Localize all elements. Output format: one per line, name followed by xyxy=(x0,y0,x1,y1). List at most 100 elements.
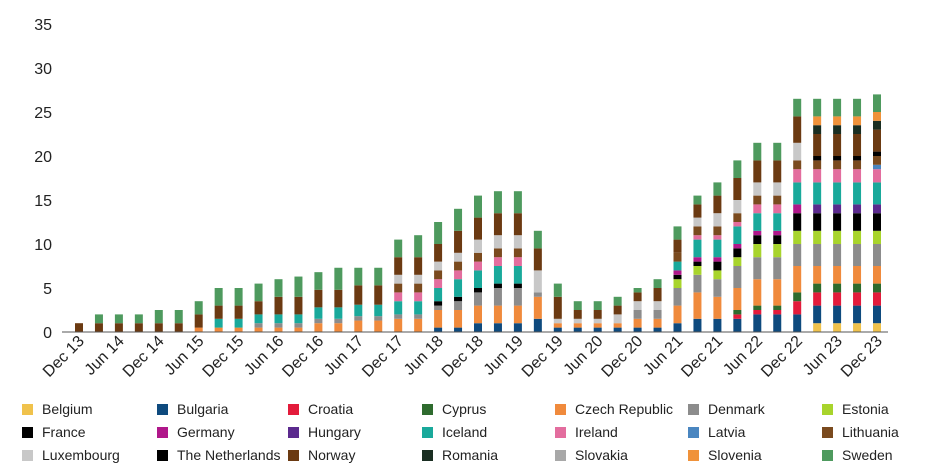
bar-segment xyxy=(853,116,862,126)
x-tick-label: Jun 20 xyxy=(561,333,607,379)
bar-segment xyxy=(673,288,682,306)
bar-segment xyxy=(214,288,223,306)
bar-segment xyxy=(733,222,742,227)
bar-segment xyxy=(513,323,522,332)
legend-item: Czech Republic xyxy=(555,398,673,420)
bar-segment xyxy=(693,266,702,275)
legend-label: Croatia xyxy=(308,401,354,417)
bar-segment xyxy=(853,134,862,156)
bar-segment xyxy=(673,323,682,332)
bar-segment xyxy=(793,244,802,266)
legend-swatch xyxy=(288,426,299,438)
bar-segment xyxy=(793,230,802,244)
bar-segment xyxy=(334,267,343,290)
legend-item: Luxembourg xyxy=(22,444,120,466)
bar-segment xyxy=(793,98,802,117)
bar-segment xyxy=(873,266,881,284)
legend-item: Ireland xyxy=(555,421,618,443)
bar-segment xyxy=(374,267,383,286)
bar-segment xyxy=(474,305,482,324)
legend-item: Bulgaria xyxy=(157,398,228,420)
bar-segment xyxy=(593,301,602,310)
bar-segment xyxy=(733,213,742,222)
bar-segment xyxy=(274,314,283,324)
bar-segment xyxy=(474,323,482,332)
bar-segment xyxy=(454,310,463,328)
legend-swatch xyxy=(157,426,168,438)
x-tick-label: Dec 18 xyxy=(439,333,487,381)
x-tick-label: Dec 15 xyxy=(200,333,248,381)
bar-segment xyxy=(833,156,842,161)
legend-label: Czech Republic xyxy=(575,401,674,417)
x-tick-label: Dec 16 xyxy=(279,333,327,381)
bar-segment xyxy=(653,288,662,302)
legend-item: Belgium xyxy=(22,398,93,420)
bar-segment xyxy=(533,296,542,319)
bar-segment xyxy=(533,230,542,249)
bar-segment xyxy=(394,283,403,293)
bar-segment xyxy=(733,314,742,319)
bar-segment xyxy=(653,301,662,310)
bar-segment xyxy=(713,182,722,196)
bar-segment xyxy=(434,279,443,288)
bar-segment xyxy=(114,323,123,332)
x-tick-label: Jun 19 xyxy=(481,333,527,379)
bar-segment xyxy=(833,98,842,117)
y-tick-label: 0 xyxy=(43,325,52,342)
bar-segment xyxy=(533,248,542,271)
bar-segment xyxy=(593,327,602,332)
bar-segment xyxy=(793,169,802,183)
bar-segment xyxy=(713,279,722,297)
bar-segment xyxy=(434,244,443,262)
bar-segment xyxy=(733,160,742,178)
bar-segment xyxy=(254,323,263,328)
x-tick-label: Jun 17 xyxy=(321,333,367,379)
bar-segment xyxy=(573,323,582,328)
bar-segment xyxy=(873,182,881,205)
bar-segment xyxy=(813,98,822,117)
bar-segment xyxy=(693,226,702,236)
bar-segment xyxy=(753,305,762,310)
bar-segment xyxy=(354,267,363,286)
bar-segment xyxy=(414,274,423,284)
bar-segment xyxy=(493,305,502,324)
y-tick-label: 35 xyxy=(34,17,52,34)
bar-segment xyxy=(75,323,83,332)
bar-segment xyxy=(414,292,423,302)
legend-swatch xyxy=(157,449,168,461)
bar-segment xyxy=(693,239,702,258)
bar-segment xyxy=(434,270,443,280)
bar-segment xyxy=(753,230,762,236)
legend-item: Croatia xyxy=(288,398,353,420)
bar-segment xyxy=(753,235,762,244)
bar-segment xyxy=(693,235,702,240)
bar-segment xyxy=(374,285,383,305)
bar-segment xyxy=(414,235,423,258)
bar-segment xyxy=(613,323,622,328)
bar-segment xyxy=(873,283,881,293)
bar-segment xyxy=(713,213,722,227)
bar-segment xyxy=(673,252,682,262)
bar-segment xyxy=(454,252,463,262)
bar-segment xyxy=(873,151,881,156)
bar-segment xyxy=(733,318,742,332)
legend-swatch xyxy=(22,426,33,438)
legend-item: Sweden xyxy=(822,444,893,466)
bar-segment xyxy=(593,310,602,319)
bar-segment xyxy=(873,120,881,130)
bar-segment xyxy=(673,305,682,324)
bar-segment xyxy=(653,327,662,332)
bar-segment xyxy=(813,160,822,170)
bar-segment xyxy=(673,261,682,271)
bar-segment xyxy=(513,283,522,288)
bar-segment xyxy=(773,314,782,332)
bar-segment xyxy=(553,283,562,297)
bar-segment xyxy=(454,261,463,271)
bar-segment xyxy=(394,318,403,332)
bar-segment xyxy=(653,279,662,288)
bar-segment xyxy=(833,230,842,244)
x-tick-label: Dec 21 xyxy=(678,333,726,381)
bar-segment xyxy=(533,292,542,297)
bar-segment xyxy=(274,327,283,332)
